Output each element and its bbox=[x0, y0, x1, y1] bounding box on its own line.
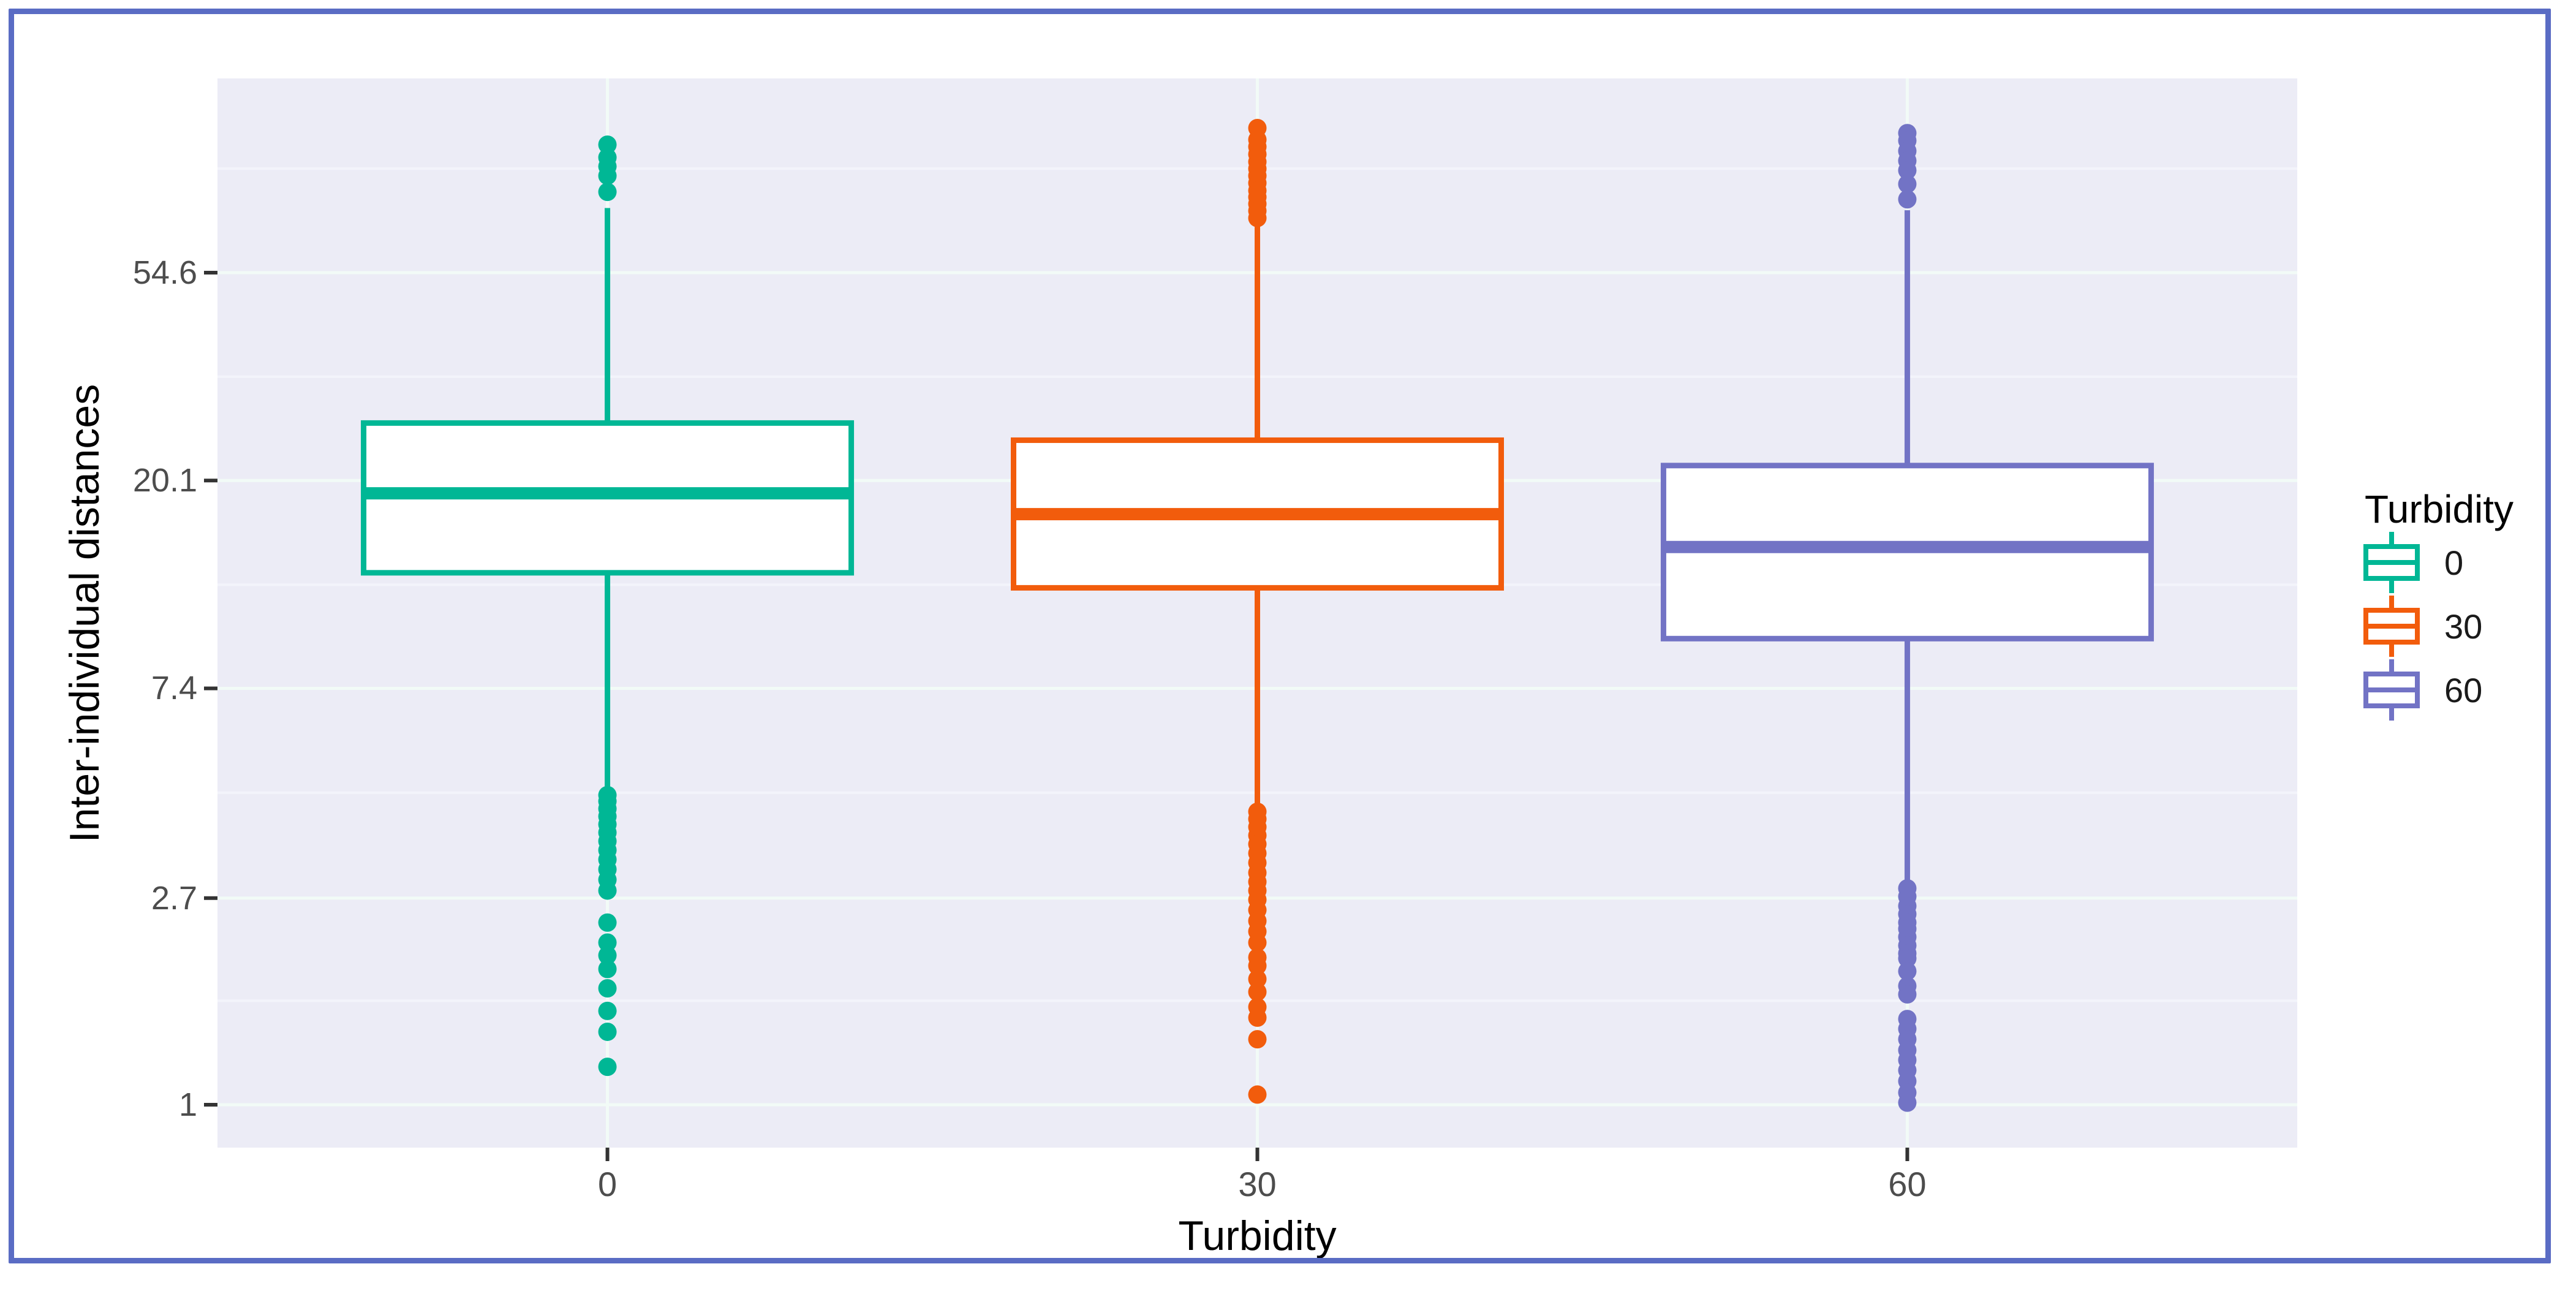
x-tick-label-30: 30 bbox=[1238, 1165, 1277, 1203]
y-tick-label-7.4: 7.4 bbox=[151, 670, 197, 707]
outlier-point bbox=[598, 166, 617, 185]
outlier-point bbox=[598, 933, 617, 952]
legend: Turbidity 0 30 60 bbox=[2362, 488, 2564, 722]
outlier-point bbox=[598, 960, 617, 979]
x-tick-label-60: 60 bbox=[1888, 1165, 1927, 1203]
outlier-point bbox=[1898, 985, 1917, 1004]
figure-border bbox=[9, 9, 2551, 1263]
outlier-point bbox=[1248, 933, 1267, 952]
x-tick-label-0: 0 bbox=[597, 1165, 618, 1203]
outlier-point bbox=[598, 135, 617, 154]
outlier-point bbox=[1248, 956, 1267, 975]
legend-entry-60: 60 bbox=[2362, 658, 2564, 722]
y-tick-label-1: 1 bbox=[178, 1086, 197, 1123]
outlier-point bbox=[598, 1058, 617, 1077]
outlier-point bbox=[1248, 969, 1267, 988]
outlier-point bbox=[1248, 1008, 1267, 1027]
outlier-point bbox=[1248, 1085, 1267, 1104]
outlier-point bbox=[598, 913, 617, 932]
outlier-point bbox=[598, 183, 617, 202]
boxplot-key-icon bbox=[2363, 659, 2420, 721]
y-tick-label-2.7: 2.7 bbox=[151, 879, 197, 917]
legend-label: 0 bbox=[2444, 543, 2464, 582]
outlier-point bbox=[1248, 208, 1267, 227]
legend-title: Turbidity bbox=[2365, 487, 2514, 531]
x-axis-title: Turbidity bbox=[1178, 1213, 1337, 1259]
legend-label: 60 bbox=[2444, 670, 2483, 710]
outlier-point bbox=[598, 946, 617, 965]
outlier-point bbox=[1898, 962, 1917, 981]
outlier-point bbox=[1248, 1030, 1267, 1049]
outlier-point bbox=[1898, 175, 1917, 194]
outlier-point bbox=[1898, 161, 1917, 180]
outlier-point bbox=[598, 1001, 617, 1020]
outlier-point bbox=[1898, 1093, 1917, 1112]
outlier-point bbox=[598, 1022, 617, 1041]
outlier-point bbox=[1898, 190, 1917, 209]
outlier-point bbox=[598, 979, 617, 998]
y-tick-label-54.6: 54.6 bbox=[132, 254, 197, 291]
boxplot-key-icon bbox=[2363, 596, 2420, 657]
boxplot-key-icon bbox=[2363, 532, 2420, 593]
outlier-point bbox=[1248, 982, 1267, 1001]
legend-entry-30: 30 bbox=[2362, 594, 2564, 658]
outlier-point bbox=[1898, 949, 1917, 968]
legend-entry-0: 0 bbox=[2362, 531, 2564, 594]
outlier-point bbox=[598, 881, 617, 900]
y-tick-label-20.1: 20.1 bbox=[132, 462, 197, 499]
legend-label: 30 bbox=[2444, 607, 2483, 646]
